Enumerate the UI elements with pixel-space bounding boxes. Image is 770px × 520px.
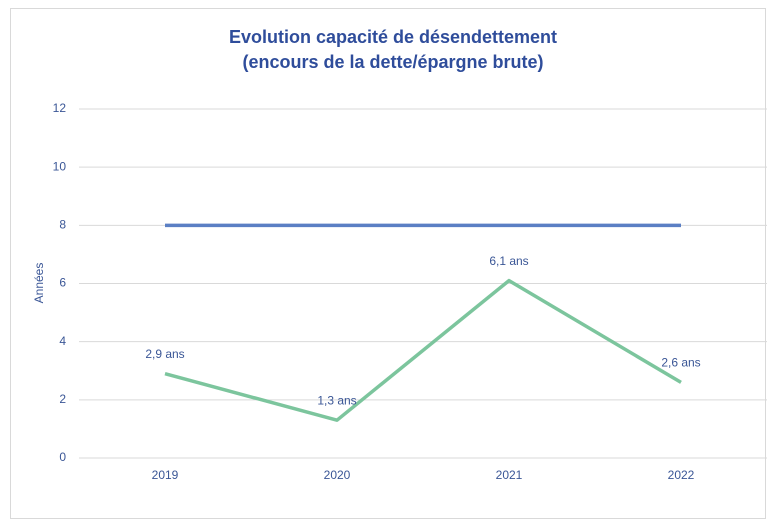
data-label: 1,3 ans <box>317 393 356 407</box>
chart-title: (encours de la dette/épargne brute) <box>242 52 543 72</box>
x-tick-label: 2021 <box>496 468 523 482</box>
y-tick-label: 8 <box>59 218 66 232</box>
data-label: 2,9 ans <box>145 347 184 361</box>
y-tick-label: 12 <box>53 101 67 115</box>
x-tick-label: 2020 <box>324 468 351 482</box>
data-label: 2,6 ans <box>661 356 700 370</box>
y-tick-label: 10 <box>53 159 67 173</box>
series-line <box>164 278 682 422</box>
chart-title: Evolution capacité de désendettement <box>229 27 557 47</box>
chart-border <box>10 8 766 519</box>
y-tick-label: 4 <box>59 334 66 348</box>
y-tick-label: 6 <box>59 276 66 290</box>
y-tick-label: 0 <box>59 450 66 464</box>
y-axis-label: Années <box>32 263 46 304</box>
data-label: 6,1 ans <box>489 254 528 268</box>
y-tick-label: 2 <box>59 392 66 406</box>
x-tick-label: 2019 <box>152 468 179 482</box>
x-tick-label: 2022 <box>668 468 695 482</box>
